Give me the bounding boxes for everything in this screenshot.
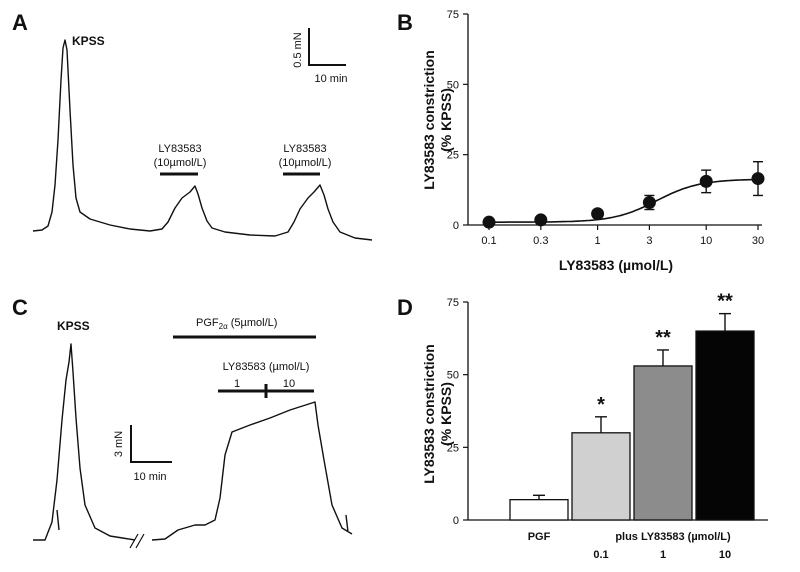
conc-1-label: 1 [234, 378, 240, 390]
d-bar [571, 432, 631, 521]
b-y-tick-label: 50 [447, 79, 459, 91]
drug1-label-line1: LY83583 [158, 143, 201, 155]
scale-bar-a [308, 28, 346, 66]
b-data-point [751, 172, 765, 186]
chart-d: D LY83583 constriction (% KPSS) plus LY8… [397, 291, 768, 561]
panel-c-trace [33, 343, 353, 541]
panel-label-b: B [397, 10, 413, 35]
d-category-label: 0.1 [593, 549, 608, 561]
b-x-tick-label: 0.1 [481, 235, 496, 247]
d-category-label: 10 [719, 549, 731, 561]
d-y-tick-label: 75 [447, 297, 459, 309]
b-x-tick-label: 0.3 [533, 235, 548, 247]
scale-x-label-a: 10 min [314, 73, 347, 85]
b-fit-curve [489, 178, 759, 223]
scale-y-label-a: 0.5 mN [292, 32, 304, 68]
b-data-point [482, 215, 496, 229]
b-xlabel: LY83583 (µmol/L) [559, 257, 673, 273]
b-x-tick-label: 10 [700, 235, 712, 247]
scale-bar-c [130, 425, 172, 463]
d-plus-label: plus LY83583 (µmol/L) [615, 531, 731, 543]
d-category-label: PGF [528, 531, 551, 543]
d-ylabel-line1: LY83583 constriction [421, 344, 437, 484]
b-ylabel-line1: LY83583 constriction [421, 50, 437, 190]
b-x-tick-label: 1 [595, 235, 601, 247]
axis-break [129, 533, 145, 549]
b-y-tick-label: 0 [453, 220, 459, 232]
panel-a-trace [32, 39, 373, 241]
b-data-point [534, 213, 548, 227]
b-x-tick-label: 30 [752, 235, 764, 247]
b-y-tick-label: 25 [447, 150, 459, 162]
scale-y-label-c: 3 mN [113, 431, 125, 457]
d-significance-mark: ** [655, 327, 671, 349]
conc-10-label: 10 [283, 378, 295, 390]
pgf-label: PGF2α (5µmol/L) [196, 317, 277, 331]
d-y-tick-label: 0 [453, 515, 459, 527]
b-data-point [699, 174, 713, 188]
d-y-tick-label: 50 [447, 370, 459, 382]
b-data-point [591, 207, 605, 221]
panel-label-c: C [12, 295, 28, 320]
scale-x-label-c: 10 min [133, 471, 166, 483]
d-bar [509, 499, 569, 521]
drug2-label-line2: (10µmol/L) [279, 157, 332, 169]
d-y-tick-label: 25 [447, 442, 459, 454]
b-y-tick-label: 75 [447, 9, 459, 21]
d-bar [633, 365, 693, 521]
panel-label-a: A [12, 10, 28, 35]
d-significance-mark: ** [717, 291, 733, 313]
kpss-label-a: KPSS [72, 34, 105, 48]
d-significance-mark: * [597, 394, 605, 416]
panel-label-d: D [397, 295, 413, 320]
b-data-point [642, 195, 656, 209]
kpss-label-c: KPSS [57, 319, 90, 333]
d-ylabel-line2: (% KPSS) [438, 382, 454, 446]
chart-b: B LY83583 constriction (% KPSS) LY83583 … [397, 9, 765, 273]
drug-label-c: LY83583 (µmol/L) [223, 361, 310, 373]
drug2-label-line1: LY83583 [283, 143, 326, 155]
d-category-label: 1 [660, 549, 666, 561]
b-ylabel-line2: (% KPSS) [438, 88, 454, 152]
d-bar [695, 330, 755, 521]
drug1-label-line2: (10µmol/L) [154, 157, 207, 169]
b-x-tick-label: 3 [646, 235, 652, 247]
